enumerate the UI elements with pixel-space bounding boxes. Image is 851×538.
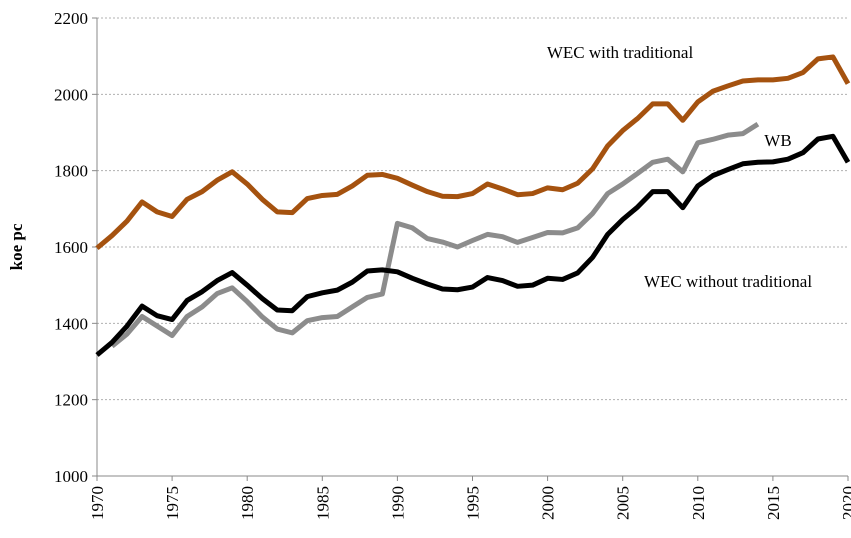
y-tick-label: 1800 xyxy=(54,162,88,181)
series-line xyxy=(95,54,851,251)
y-tick-label: 2000 xyxy=(54,85,88,104)
x-tick-label: 1975 xyxy=(163,486,182,520)
x-tick-label: 1970 xyxy=(88,486,107,520)
y-tick-label: 1400 xyxy=(54,314,88,333)
series-line xyxy=(95,133,851,357)
x-tick-label: 1990 xyxy=(388,486,407,520)
y-tick-label: 1000 xyxy=(54,467,88,486)
x-tick-label: 1995 xyxy=(464,486,483,520)
x-tick-label: 2005 xyxy=(614,486,633,520)
x-tick-label: 1985 xyxy=(313,486,332,520)
y-tick-label: 1200 xyxy=(54,391,88,410)
y-tick-label: 1600 xyxy=(54,238,88,257)
series-line xyxy=(110,121,760,349)
x-tick-label: 2020 xyxy=(839,486,851,520)
x-tick-label: 2015 xyxy=(764,486,783,520)
x-tick-label: 2010 xyxy=(689,486,708,520)
series-label: WEC without traditional xyxy=(644,272,812,291)
series-label: WEC with traditional xyxy=(547,43,694,62)
y-tick-label: 2200 xyxy=(54,9,88,28)
x-tick-label: 1980 xyxy=(238,486,257,520)
y-axis-label: koe pc xyxy=(7,223,26,270)
series-label: WB xyxy=(764,131,791,150)
x-tick-label: 2000 xyxy=(539,486,558,520)
